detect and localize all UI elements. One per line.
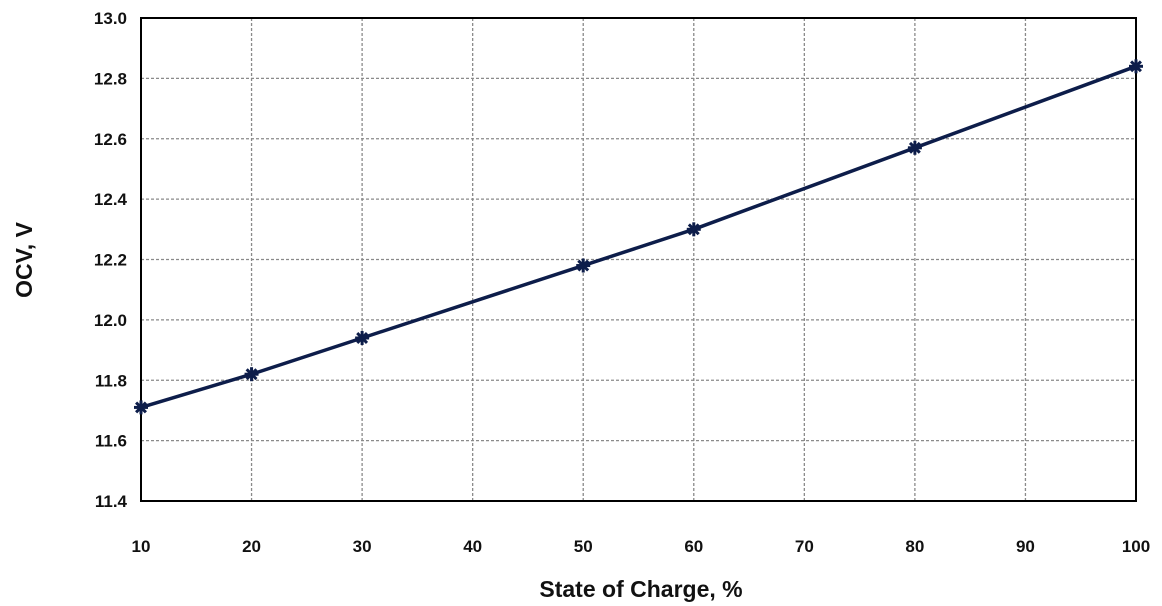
x-tick-label: 60 [684,537,703,556]
x-tick-label: 80 [905,537,924,556]
data-point-marker [686,222,701,237]
data-point-marker [907,140,922,155]
y-tick-label: 12.0 [94,311,127,330]
x-axis-tick-labels: 10 20 30 40 50 60 70 80 90 100 [132,537,1151,556]
data-point-marker [1129,59,1143,74]
y-axis-title: OCV, V [11,221,37,298]
y-axis-tick-labels: 11.4 11.6 11.8 12.0 12.2 12.4 12.6 12.8 13.0 [94,9,128,511]
plot-area-frame [140,17,1137,502]
x-tick-label: 20 [242,537,261,556]
x-tick-label: 30 [353,537,372,556]
y-tick-label: 11.6 [95,432,127,451]
data-point-marker [355,330,370,345]
x-axis-title: State of Charge, % [539,576,742,602]
data-point-marker [576,258,591,273]
y-tick-label: 11.8 [95,371,127,390]
series-ocv [134,59,1143,415]
data-point-marker [134,400,148,415]
x-tick-label: 10 [132,537,151,556]
y-tick-label: 12.2 [94,251,127,270]
grid-lines [140,17,1137,502]
y-tick-label: 12.8 [94,69,127,88]
series-line [140,64,1137,410]
data-point-marker [244,367,259,382]
y-tick-label: 12.6 [94,130,127,149]
x-tick-label: 90 [1016,537,1035,556]
y-tick-label: 11.4 [95,492,128,511]
x-tick-label: 70 [795,537,814,556]
y-tick-label: 13.0 [94,9,127,28]
y-tick-label: 12.4 [94,190,128,209]
x-tick-label: 50 [574,537,593,556]
x-tick-label: 40 [463,537,482,556]
x-tick-label: 100 [1122,537,1150,556]
